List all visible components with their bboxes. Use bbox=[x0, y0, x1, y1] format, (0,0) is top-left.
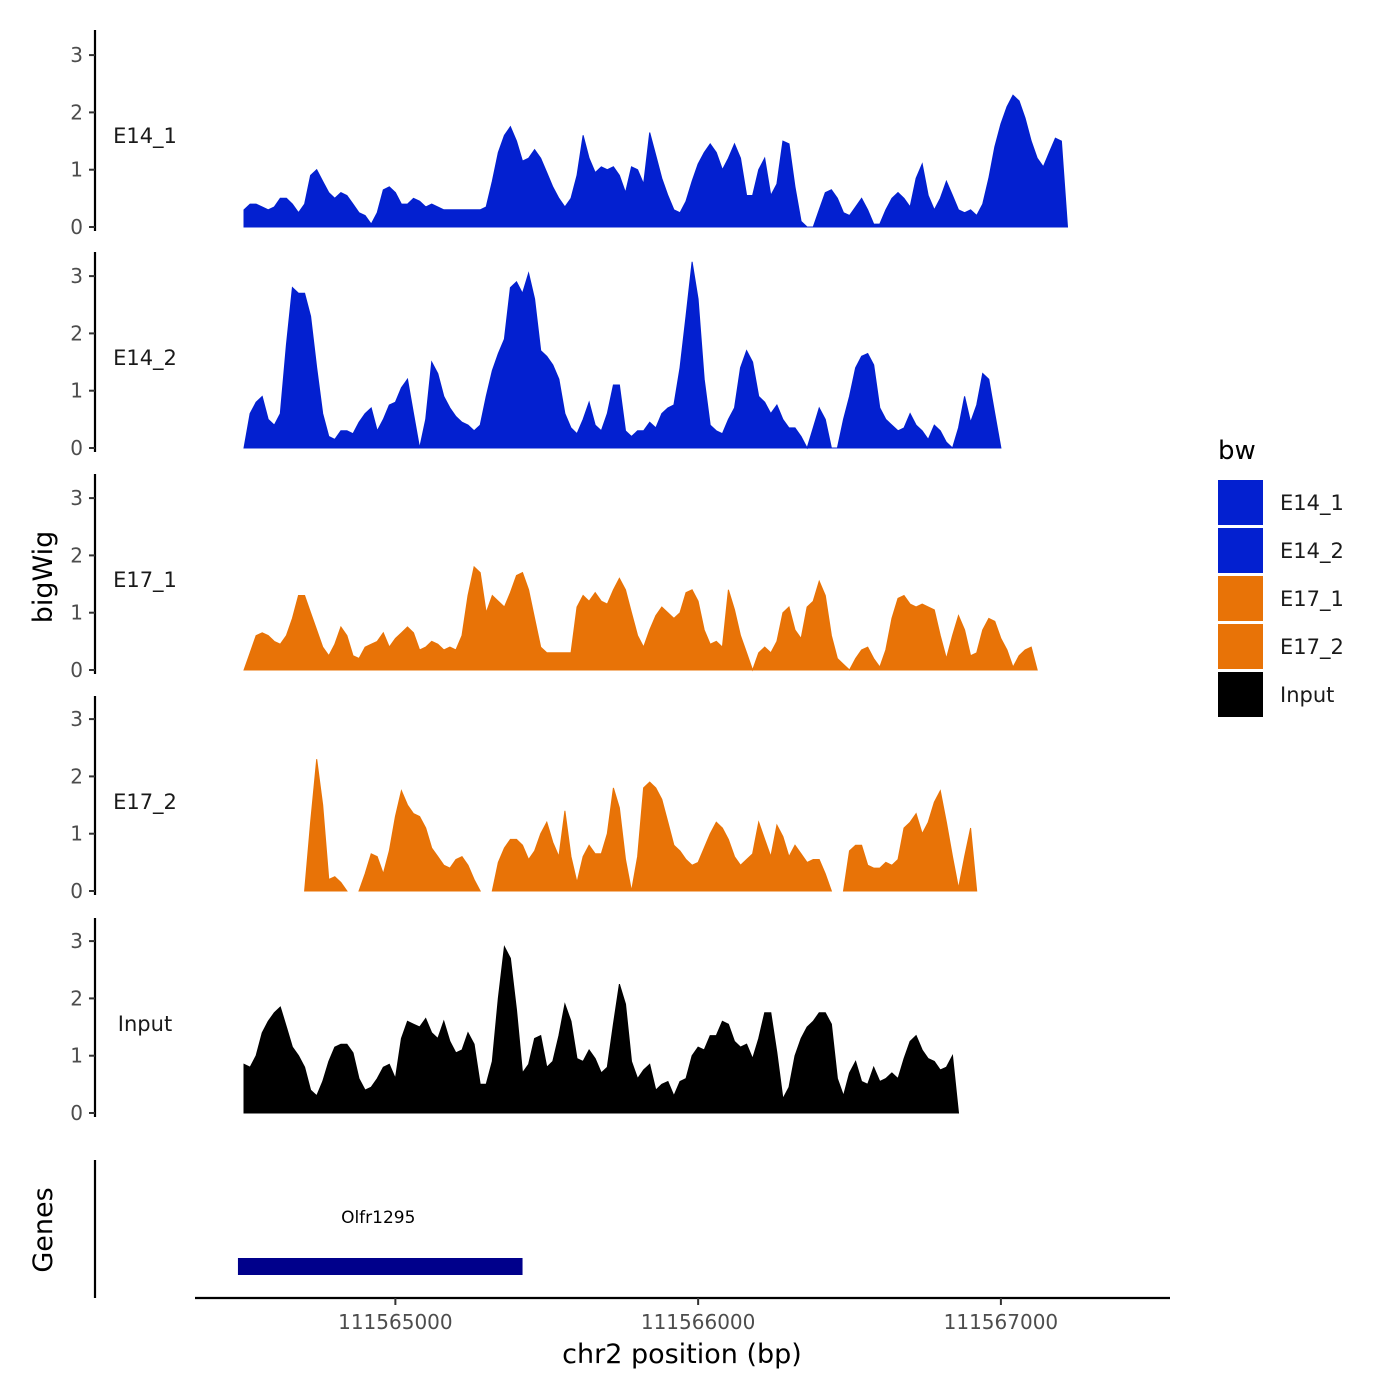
genes-track-title: Genes bbox=[28, 1187, 59, 1272]
x-tick-label: 111567000 bbox=[944, 1310, 1059, 1334]
gene-label: Olfr1295 bbox=[341, 1208, 415, 1228]
legend-label-E17_1: E17_1 bbox=[1280, 587, 1344, 612]
y-tick-label: 2 bbox=[70, 100, 83, 124]
signal-area-E17_1 bbox=[243, 565, 1038, 672]
track-E17_2: 0 1 2 3 E17_2 bbox=[70, 696, 978, 903]
track-E14_2: 0 1 2 3 E14_2 bbox=[70, 252, 1002, 460]
legend-swatch-E14_1 bbox=[1218, 480, 1263, 525]
tracks-layer: 0 1 2 3 E14_1 0 1 2 3 E14_2 0 1 2 3 E17_1 0 1 2 3 E17_2 0 1 2 3… bbox=[70, 30, 1069, 1125]
y-tick-label: 0 bbox=[70, 436, 83, 460]
track-Input: 0 1 2 3 Input bbox=[70, 918, 960, 1125]
y-tick-label: 0 bbox=[70, 879, 83, 903]
y-tick-label: 2 bbox=[70, 543, 83, 567]
signal-area-E17_2 bbox=[304, 759, 348, 892]
track-E17_1: 0 1 2 3 E17_1 bbox=[70, 474, 1038, 682]
signal-area-E14_2 bbox=[243, 261, 1002, 450]
legend-swatch-E17_2 bbox=[1218, 624, 1263, 669]
y-tick-label: 3 bbox=[70, 929, 83, 953]
y-tick-label: 2 bbox=[70, 764, 83, 788]
legend: bw E14_1 E14_2 E17_1 E17_2 Input bbox=[1218, 436, 1344, 717]
signal-area-E14_1 bbox=[243, 94, 1069, 228]
track-E14_1: 0 1 2 3 E14_1 bbox=[70, 30, 1069, 239]
y-tick-label: 0 bbox=[70, 658, 83, 682]
y-axis-title: bigWig bbox=[28, 531, 59, 624]
legend-title: bw bbox=[1218, 436, 1256, 466]
y-tick-label: 1 bbox=[70, 601, 83, 625]
track-label-E17_2: E17_2 bbox=[113, 790, 177, 815]
legend-swatch-E14_2 bbox=[1218, 528, 1263, 573]
x-tick-label: 111566000 bbox=[641, 1310, 756, 1334]
track-label-E14_1: E14_1 bbox=[113, 124, 177, 149]
y-tick-label: 3 bbox=[70, 264, 83, 288]
signal-area-E17_2 bbox=[842, 789, 978, 892]
track-label-E17_1: E17_1 bbox=[113, 568, 177, 593]
signal-area-E17_2 bbox=[358, 789, 482, 892]
y-tick-label: 3 bbox=[70, 43, 83, 67]
y-tick-label: 1 bbox=[70, 158, 83, 182]
legend-label-Input: Input bbox=[1280, 683, 1334, 707]
y-tick-label: 3 bbox=[70, 707, 83, 731]
y-tick-label: 0 bbox=[70, 215, 83, 239]
y-tick-label: 1 bbox=[70, 822, 83, 846]
legend-swatch-Input bbox=[1218, 672, 1263, 717]
y-tick-label: 1 bbox=[70, 1044, 83, 1068]
genes-track: Olfr1295 bbox=[93, 1160, 523, 1298]
signal-area-E17_2 bbox=[491, 781, 833, 892]
x-tick-label: 111565000 bbox=[338, 1310, 453, 1334]
gene-body bbox=[237, 1258, 523, 1275]
x-axis: 111565000 111566000 111567000 bbox=[195, 1296, 1170, 1334]
signal-area-Input bbox=[243, 945, 960, 1114]
y-tick-label: 1 bbox=[70, 379, 83, 403]
legend-label-E14_2: E14_2 bbox=[1280, 539, 1344, 564]
y-tick-label: 2 bbox=[70, 321, 83, 345]
y-tick-label: 3 bbox=[70, 486, 83, 510]
legend-label-E17_2: E17_2 bbox=[1280, 635, 1344, 660]
track-label-E14_2: E14_2 bbox=[113, 346, 177, 371]
legend-label-E14_1: E14_1 bbox=[1280, 491, 1344, 516]
y-tick-label: 0 bbox=[70, 1101, 83, 1125]
legend-swatch-E17_1 bbox=[1218, 576, 1263, 621]
y-tick-label: 2 bbox=[70, 986, 83, 1010]
x-axis-title: chr2 position (bp) bbox=[562, 1339, 802, 1370]
track-label-Input: Input bbox=[118, 1012, 172, 1036]
